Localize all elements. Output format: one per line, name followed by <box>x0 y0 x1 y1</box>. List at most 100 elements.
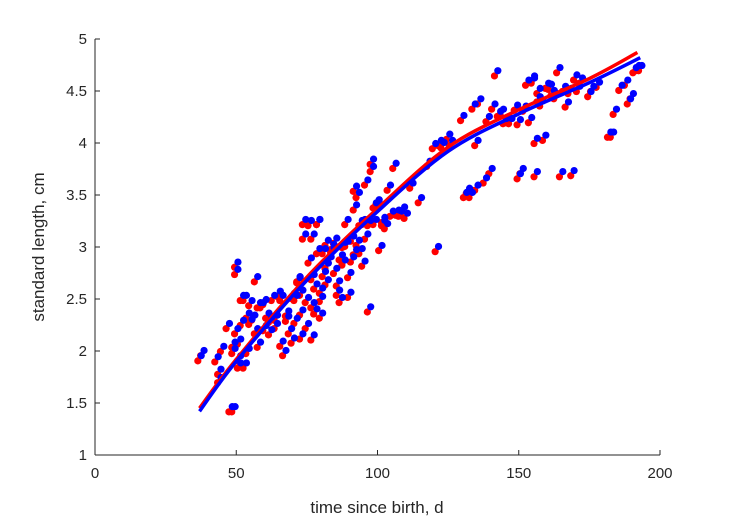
blue-data-point <box>319 292 327 300</box>
red-data-point <box>490 72 499 80</box>
blue-data-point <box>494 67 502 75</box>
x-tick-label: 50 <box>228 465 245 482</box>
blue-data-point <box>536 84 544 92</box>
red-data-point <box>287 339 295 347</box>
red-data-point <box>609 110 617 118</box>
blue-data-point <box>432 139 440 148</box>
red-data-point <box>389 164 397 173</box>
red-data-point <box>400 214 408 222</box>
red-data-point <box>513 121 521 129</box>
blue-data-point <box>624 76 632 84</box>
blue-data-point <box>352 201 361 209</box>
blue-data-point <box>392 159 400 167</box>
red-data-point <box>375 247 383 255</box>
red-data-point <box>615 86 623 95</box>
red-data-point <box>230 330 239 338</box>
red-data-point <box>363 308 371 316</box>
red-data-point <box>233 364 241 372</box>
blue-data-point <box>367 303 375 311</box>
blue-data-point <box>256 338 265 346</box>
blue-data-point <box>279 337 287 345</box>
blue-data-point <box>355 236 364 244</box>
blue-data-point <box>403 209 412 217</box>
y-tick-label: 2.5 <box>66 291 87 308</box>
red-data-point <box>555 173 564 181</box>
red-data-point <box>310 285 318 293</box>
red-data-point <box>298 221 306 229</box>
red-data-point <box>343 274 352 282</box>
blue-data-point <box>364 176 372 184</box>
red-data-point <box>228 350 236 358</box>
blue-data-point <box>293 314 301 322</box>
blue-data-point <box>618 81 626 89</box>
blue-data-point <box>336 286 344 294</box>
red-data-point <box>332 291 340 299</box>
blue-data-point <box>530 72 539 80</box>
red-data-point <box>304 259 312 267</box>
blue-data-point <box>310 230 318 238</box>
y-ticks: 1 1.5 2 2.5 3 3.5 4 4.5 5 <box>66 31 100 464</box>
blue-data-point <box>460 111 468 120</box>
blue-data-series <box>197 61 646 411</box>
blue-data-point <box>514 101 522 109</box>
blue-data-point <box>355 188 364 196</box>
blue-data-point <box>364 230 372 238</box>
blue-data-point <box>333 264 341 272</box>
red-data-point <box>307 235 315 243</box>
blue-data-point <box>638 61 646 70</box>
blue-data-point <box>225 319 234 328</box>
blue-data-point <box>214 353 222 361</box>
blue-data-point <box>288 325 296 333</box>
blue-data-point <box>285 307 293 315</box>
blue-data-point <box>310 299 318 307</box>
blue-data-point <box>378 241 386 250</box>
blue-data-point <box>352 182 361 190</box>
blue-data-point <box>485 112 493 121</box>
blue-data-point <box>313 280 321 288</box>
red-data-point <box>341 221 349 229</box>
red-data-point <box>298 235 306 243</box>
x-axis-label: time since birth, d <box>310 498 443 517</box>
blue-data-point <box>533 168 541 176</box>
blue-data-point <box>434 242 443 251</box>
blue-data-point <box>254 273 262 281</box>
red-data-point <box>312 250 321 258</box>
red-data-point <box>456 117 465 125</box>
series-layer <box>194 50 646 416</box>
red-data-point <box>335 299 343 307</box>
blue-data-point <box>242 359 251 367</box>
blue-data-point <box>528 113 536 122</box>
red-data-point <box>471 142 479 150</box>
blue-data-point <box>369 155 378 163</box>
red-data-point <box>349 187 357 195</box>
red-data-point <box>561 103 569 111</box>
red-data-point <box>211 358 219 366</box>
red-data-point <box>230 270 239 279</box>
blue-data-point <box>471 100 479 108</box>
red-data-point <box>431 248 439 256</box>
blue-data-point <box>547 80 556 88</box>
red-data-point <box>349 206 357 214</box>
blue-data-point <box>234 325 242 333</box>
blue-data-point <box>248 296 256 305</box>
blue-data-point <box>344 215 352 224</box>
blue-data-point <box>570 166 578 175</box>
blue-data-point <box>324 236 332 244</box>
blue-data-point <box>231 403 239 411</box>
blue-data-point <box>556 64 564 72</box>
blue-data-point <box>352 246 361 254</box>
blue-fit-line <box>198 56 642 413</box>
x-tick-label: 0 <box>91 465 99 482</box>
blue-data-point <box>299 330 307 338</box>
blue-data-point <box>304 293 313 302</box>
blue-data-point <box>268 326 276 334</box>
blue-data-point <box>316 244 324 253</box>
blue-data-point <box>321 267 330 276</box>
red-data-point <box>544 85 552 94</box>
red-data-point <box>281 317 289 325</box>
blue-data-point <box>499 105 508 113</box>
blue-data-point <box>401 203 409 211</box>
red-data-point <box>276 296 284 305</box>
red-data-point <box>428 145 436 153</box>
